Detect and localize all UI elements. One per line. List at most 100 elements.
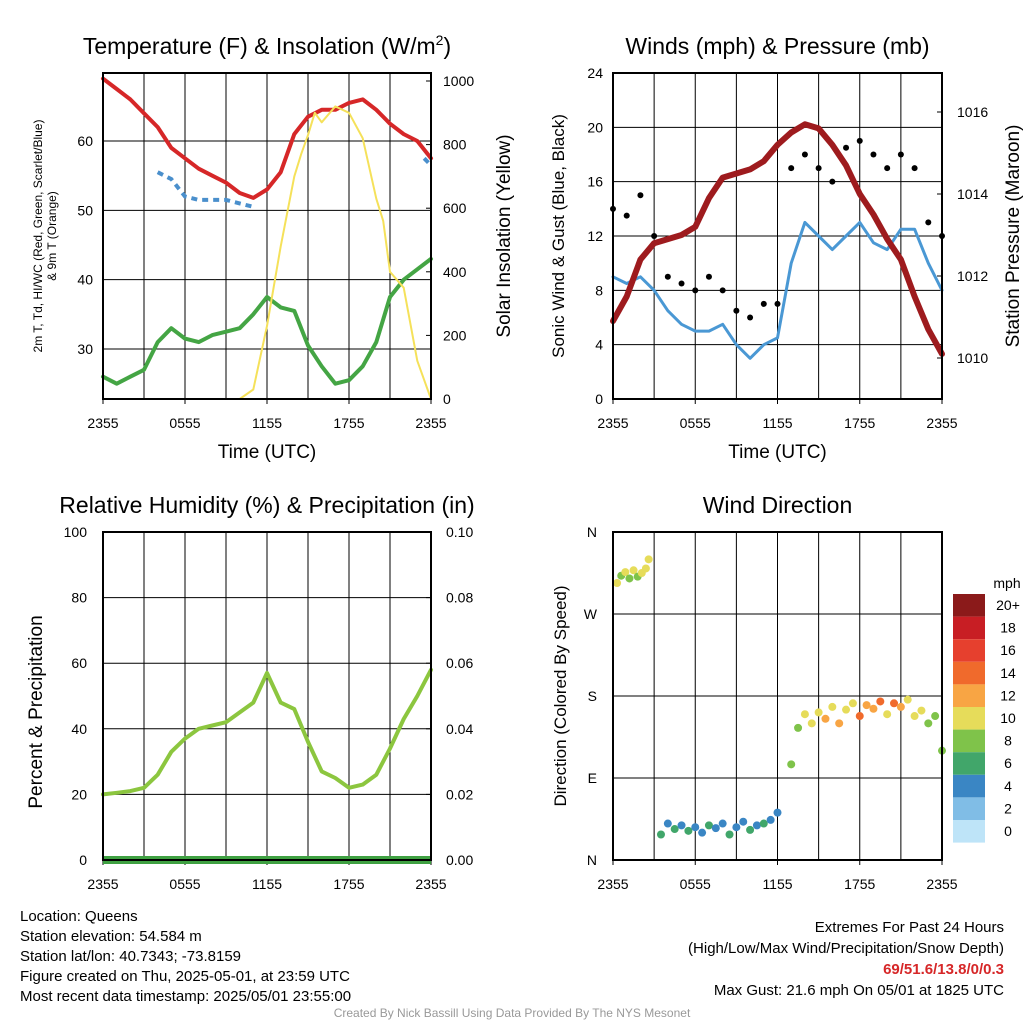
plot-frame: [612, 72, 943, 400]
colorbar-swatch: [953, 774, 985, 798]
colorbar-swatch: [953, 729, 985, 753]
direction-point: [931, 712, 940, 721]
y-tick-label-right: 600: [443, 200, 467, 216]
direction-point: [814, 708, 823, 717]
x-tick-label: 1755: [844, 876, 875, 892]
direction-point: [903, 695, 912, 704]
direction-point: [862, 701, 871, 710]
colorbar-label: 12: [1000, 687, 1016, 703]
direction-point: [725, 830, 734, 839]
y-tick-label-right: 1012: [957, 268, 988, 284]
gust-point: [774, 300, 781, 307]
colorbar-label: 16: [1000, 642, 1016, 658]
x-axis-label: Time (UTC): [218, 442, 317, 463]
station-latlon: Station lat/lon: 40.7343; -73.8159: [20, 948, 242, 965]
title-close: ): [443, 33, 451, 59]
colorbar-swatch: [953, 820, 985, 843]
y-tick-label-left: N: [587, 852, 597, 868]
direction-point: [910, 712, 919, 721]
gust-point: [637, 192, 644, 199]
y-axis-label-left: Percent & Precipitation: [26, 615, 47, 808]
x-tick-label: 0555: [169, 415, 200, 431]
direction-point: [711, 824, 720, 833]
gust-point: [856, 137, 863, 144]
y-axis-label-left: 2m T, Td, HI/WC (Red, Green, Scarlet/Blu…: [31, 120, 45, 353]
gust-point: [651, 233, 658, 239]
y-tick-label-left: 4: [595, 337, 603, 353]
y-tick-label-right: 0.02: [446, 786, 473, 802]
y-tick-label-left: 60: [71, 655, 87, 671]
y-tick-label-left: 40: [71, 721, 87, 737]
colorbar-swatch: [953, 616, 985, 640]
colorbar-label: 0: [1004, 823, 1012, 839]
title-superscript: 2: [436, 32, 444, 48]
direction-point: [890, 699, 899, 708]
extremes-title: Extremes For Past 24 Hours: [814, 919, 1004, 936]
y-axis-label-left: Sonic Wind & Gust (Blue, Black): [549, 114, 568, 358]
y-tick-label-left: 20: [587, 119, 603, 135]
y-tick-label-right: 0.00: [446, 852, 473, 868]
colorbar-title: mph: [993, 575, 1020, 591]
y-tick-label-left: 20: [71, 786, 87, 802]
direction-point: [807, 719, 816, 728]
x-tick-label: 2355: [597, 876, 628, 892]
y-tick-label-left: 0: [79, 852, 87, 868]
direction-point: [739, 817, 748, 826]
direction-point: [718, 819, 727, 828]
colorbar-label: 2: [1004, 800, 1012, 816]
gust-point: [678, 280, 685, 287]
colorbar-swatch: [953, 594, 985, 617]
recent-data-timestamp: Most recent data timestamp: 2025/05/01 2…: [20, 988, 352, 1005]
y-tick-label-right: 1000: [443, 73, 474, 89]
chart-title: Relative Humidity (%) & Precipitation (i…: [59, 492, 474, 518]
direction-point: [766, 815, 775, 824]
x-tick-label: 2355: [87, 876, 118, 892]
direction-point: [752, 821, 761, 830]
direction-point: [641, 564, 650, 573]
x-tick-label: 0555: [680, 415, 711, 431]
gust-point: [733, 307, 740, 314]
y-tick-label-left: 16: [587, 174, 603, 190]
y-axis-label-right: Solar Insolation (Yellow): [494, 134, 515, 337]
x-tick-label: 2355: [87, 415, 118, 431]
plot-frame: [612, 531, 943, 861]
colorbar-swatch: [953, 661, 985, 685]
direction-point: [794, 723, 803, 732]
chart-title: Wind Direction: [703, 492, 853, 518]
y-axis-label-left-2: & 9m T (Orange): [45, 191, 59, 281]
x-tick-label: 2355: [926, 876, 957, 892]
y-tick-label-left: N: [587, 524, 597, 540]
y-axis-label-left: Direction (Colored By Speed): [551, 585, 570, 806]
direction-point: [625, 574, 634, 583]
y-tick-label-right: 0.10: [446, 524, 473, 540]
direction-point: [896, 702, 905, 711]
y-tick-label-right: 1016: [957, 104, 988, 120]
y-tick-label-left: 40: [77, 272, 93, 288]
figure-created: Figure created on Thu, 2025-05-01, at 23…: [20, 968, 350, 985]
direction-point: [773, 808, 782, 817]
direction-point: [828, 702, 837, 711]
dewpoint-series: [101, 256, 433, 386]
direction-point: [656, 830, 665, 839]
x-tick-label: 1155: [252, 415, 282, 431]
x-axis-label: Time (UTC): [728, 442, 827, 463]
direction-point: [821, 714, 830, 723]
direction-point: [869, 704, 878, 713]
pressure-series: [610, 121, 945, 357]
direction-point: [613, 579, 622, 588]
colorbar-label: 6: [1004, 755, 1012, 771]
direction-point: [800, 710, 809, 719]
gust-point: [801, 151, 808, 158]
humidity-series: [101, 667, 433, 797]
gust-point: [705, 273, 712, 280]
direction-point: [842, 705, 851, 714]
direction-point: [698, 828, 707, 837]
y-axis-label-right: Station Pressure (Maroon): [1003, 125, 1024, 348]
y-tick-label-left: E: [588, 770, 597, 786]
y-tick-label-left: S: [588, 688, 597, 704]
y-tick-label-right: 1014: [957, 186, 988, 202]
y-tick-label-left: 100: [64, 524, 88, 540]
extremes-subtitle: (High/Low/Max Wind/Precipitation/Snow De…: [688, 940, 1004, 957]
gust-point: [747, 314, 754, 321]
